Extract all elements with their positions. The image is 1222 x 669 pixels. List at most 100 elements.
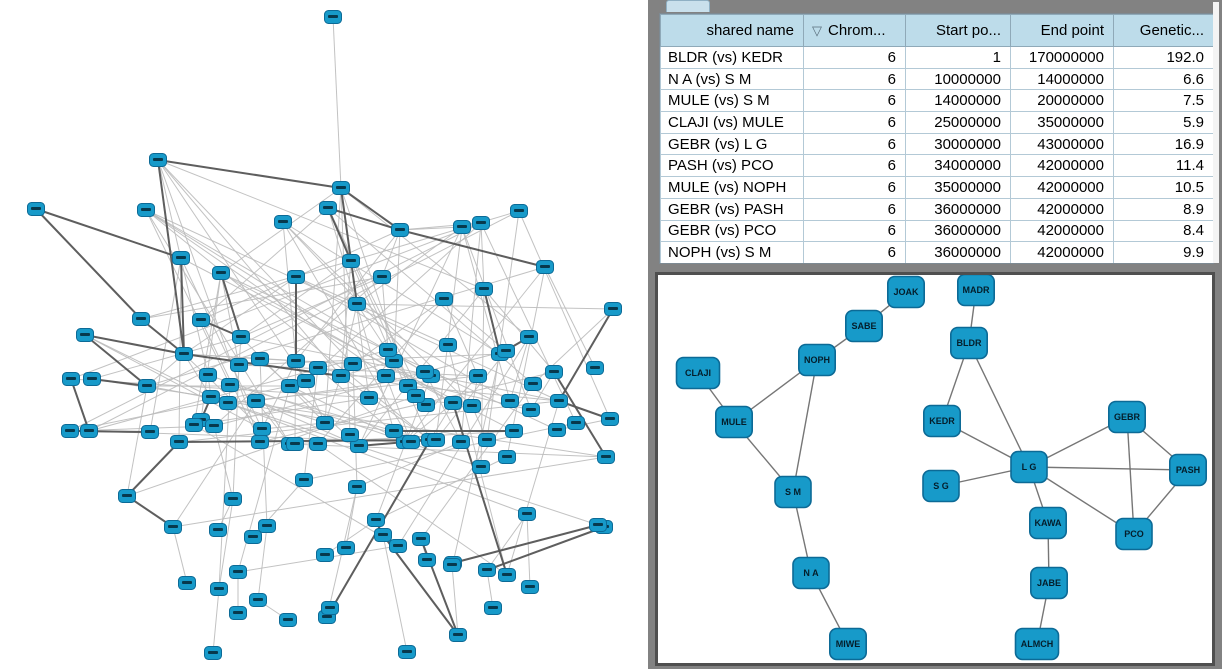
network-node[interactable] — [249, 593, 267, 607]
table-row[interactable]: N A (vs) S M 6 10000000 14000000 6.6 — [660, 67, 1213, 91]
network-node[interactable] — [287, 354, 305, 368]
node-sabe[interactable]: SABE — [845, 309, 884, 343]
column-header-shared-name[interactable]: shared name — [660, 14, 804, 47]
network-node[interactable] — [204, 646, 222, 660]
node-n-a[interactable]: N A — [792, 556, 830, 590]
network-node[interactable] — [229, 565, 247, 579]
network-node[interactable] — [332, 369, 350, 383]
network-node[interactable] — [501, 394, 519, 408]
network-node[interactable] — [505, 424, 523, 438]
network-node[interactable] — [348, 297, 366, 311]
network-node[interactable] — [149, 153, 167, 167]
network-node[interactable] — [164, 520, 182, 534]
network-node[interactable] — [469, 369, 487, 383]
network-node[interactable] — [449, 628, 467, 642]
table-row[interactable]: CLAJI (vs) MULE 6 25000000 35000000 5.9 — [660, 111, 1213, 134]
network-node[interactable] — [192, 313, 210, 327]
network-node[interactable] — [601, 412, 619, 426]
table-row[interactable]: MULE (vs) S M 6 14000000 20000000 7.5 — [660, 89, 1213, 113]
network-node[interactable] — [132, 312, 150, 326]
network-node[interactable] — [418, 553, 436, 567]
network-node[interactable] — [212, 266, 230, 280]
network-node[interactable] — [209, 523, 227, 537]
column-header-end-point[interactable]: End point — [1010, 14, 1114, 47]
filtered-network-canvas[interactable]: JOAK SABE NOPH CLAJI MULE S M N A MIWE MADR BLDR K… — [658, 275, 1212, 663]
network-node[interactable] — [80, 424, 98, 438]
table-row[interactable]: PASH (vs) PCO 6 34000000 42000000 11.4 — [660, 154, 1213, 178]
network-node[interactable] — [332, 181, 350, 195]
node-mule[interactable]: MULE — [714, 405, 754, 439]
network-node[interactable] — [342, 254, 360, 268]
network-node[interactable] — [138, 379, 156, 393]
network-node[interactable] — [478, 563, 496, 577]
network-node[interactable] — [61, 424, 79, 438]
node-s-m[interactable]: S M — [774, 475, 812, 509]
network-node[interactable] — [229, 606, 247, 620]
network-node[interactable] — [604, 302, 622, 316]
network-node[interactable] — [316, 416, 334, 430]
network-node[interactable] — [402, 435, 420, 449]
node-kawa[interactable]: KAWA — [1028, 506, 1067, 540]
network-node[interactable] — [567, 416, 585, 430]
network-node[interactable] — [83, 372, 101, 386]
network-node[interactable] — [178, 576, 196, 590]
network-node[interactable] — [281, 379, 299, 393]
network-node[interactable] — [27, 202, 45, 216]
network-node[interactable] — [324, 10, 342, 24]
filter-funnel-icon[interactable]: ▽ — [812, 23, 822, 38]
column-header-start-po-[interactable]: Start po... — [905, 14, 1011, 47]
network-node[interactable] — [545, 365, 563, 379]
node-noph[interactable]: NOPH — [798, 343, 837, 377]
network-node[interactable] — [398, 645, 416, 659]
network-node[interactable] — [412, 532, 430, 546]
network-node[interactable] — [279, 613, 297, 627]
network-node[interactable] — [253, 422, 271, 436]
network-node[interactable] — [348, 480, 366, 494]
network-node[interactable] — [232, 330, 250, 344]
network-node[interactable] — [251, 352, 269, 366]
network-node[interactable] — [297, 374, 315, 388]
network-node[interactable] — [219, 396, 237, 410]
node-s-g[interactable]: S G — [922, 469, 960, 503]
node-gebr[interactable]: GEBR — [1107, 400, 1146, 434]
node-madr[interactable]: MADR — [957, 275, 995, 307]
node-jabe[interactable]: JABE — [1029, 566, 1068, 600]
network-node[interactable] — [484, 601, 502, 615]
network-node[interactable] — [379, 343, 397, 357]
network-node[interactable] — [247, 394, 265, 408]
node-bldr[interactable]: BLDR — [949, 326, 988, 360]
node-claji[interactable]: CLAJI — [675, 356, 721, 390]
network-node[interactable] — [175, 347, 193, 361]
network-node[interactable] — [453, 220, 471, 234]
network-node[interactable] — [224, 492, 242, 506]
network-node[interactable] — [172, 251, 190, 265]
network-node[interactable] — [389, 539, 407, 553]
network-node[interactable] — [141, 425, 159, 439]
network-node[interactable] — [367, 513, 385, 527]
network-node[interactable] — [244, 530, 262, 544]
network-node[interactable] — [407, 389, 425, 403]
table-panel-tab-fragment[interactable] — [666, 0, 710, 12]
table-row[interactable]: GEBR (vs) L G 6 30000000 43000000 16.9 — [660, 132, 1213, 156]
network-node[interactable] — [350, 439, 368, 453]
column-header-chrom-[interactable]: ▽ Chrom... — [803, 14, 906, 47]
network-node[interactable] — [230, 358, 248, 372]
network-node[interactable] — [385, 424, 403, 438]
network-node[interactable] — [319, 201, 337, 215]
node-l-g[interactable]: L G — [1010, 450, 1048, 484]
network-node[interactable] — [475, 282, 493, 296]
network-node[interactable] — [295, 473, 313, 487]
network-node[interactable] — [62, 372, 80, 386]
network-node[interactable] — [586, 361, 604, 375]
table-row[interactable]: NOPH (vs) S M 6 36000000 42000000 9.9 — [660, 241, 1213, 263]
network-node[interactable] — [498, 450, 516, 464]
network-node[interactable] — [360, 391, 378, 405]
network-node[interactable] — [521, 580, 539, 594]
node-almch[interactable]: ALMCH — [1014, 627, 1060, 661]
network-node[interactable] — [199, 368, 217, 382]
network-node[interactable] — [374, 528, 392, 542]
table-row[interactable]: MULE (vs) NOPH 6 35000000 42000000 10.5 — [660, 176, 1213, 199]
network-node[interactable] — [522, 403, 540, 417]
network-node[interactable] — [274, 215, 292, 229]
network-node[interactable] — [589, 518, 607, 532]
